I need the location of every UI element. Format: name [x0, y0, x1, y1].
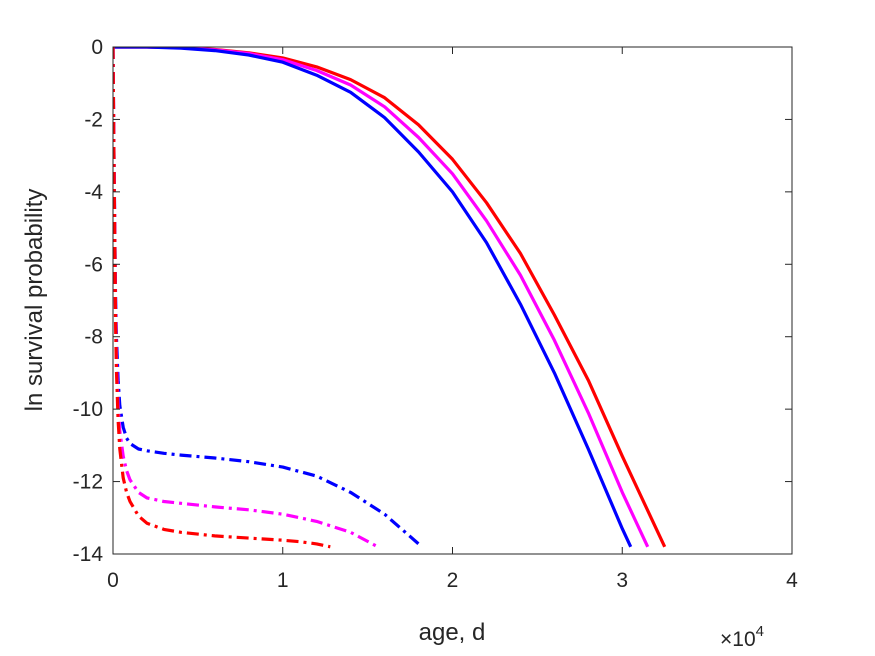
y-axis-label: ln survival probability	[21, 189, 48, 412]
y-tick-label-2: -2	[84, 108, 103, 131]
y-tick-label-5: -8	[84, 326, 103, 349]
x-tick-label-3: 2	[447, 569, 459, 592]
x-exponent-power: 4	[756, 623, 764, 640]
series-line-6	[113, 47, 331, 549]
x-tick-label-5: 4	[786, 569, 798, 592]
series-line-3	[113, 47, 633, 548]
x-exponent-base: ×10	[720, 628, 756, 651]
x-tick-label-2: 1	[277, 569, 289, 592]
y-tick-label-1: 0	[91, 36, 103, 59]
x-axis-label: age, d	[419, 619, 486, 646]
y-tick-label-7: -12	[73, 471, 103, 494]
x-tick-label-4: 3	[616, 569, 628, 592]
y-tick-label-3: -4	[84, 181, 103, 204]
y-tick-label-6: -10	[73, 398, 103, 421]
tick-layer: 0 1 2 3 4 0 -2 -4 -6 -8 -10 -12 -14	[73, 36, 799, 592]
y-tick-label-4: -6	[84, 253, 103, 276]
x-exponent-label: ×104	[720, 623, 764, 651]
x-tick-label-1: 0	[107, 569, 119, 592]
y-tick-label-8: -14	[73, 543, 104, 566]
series-layer	[113, 47, 667, 549]
